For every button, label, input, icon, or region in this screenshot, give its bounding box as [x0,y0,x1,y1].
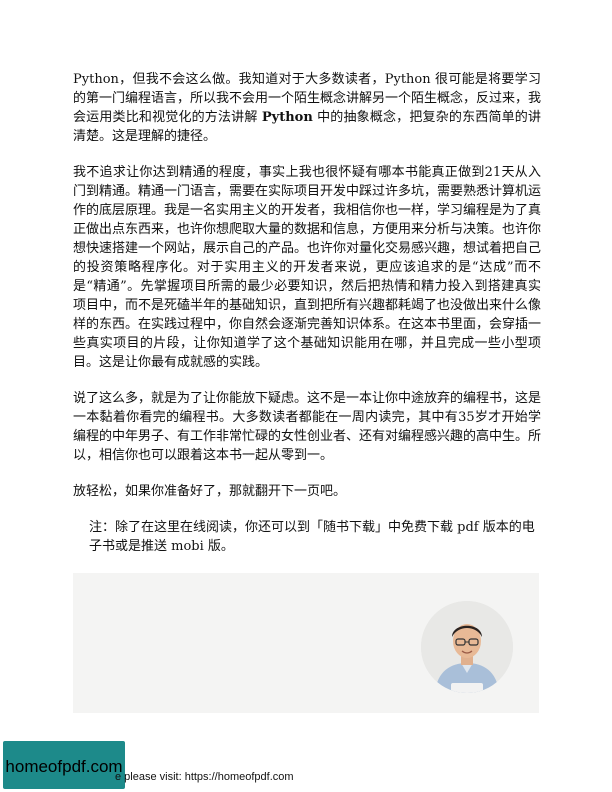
author-avatar [421,601,513,693]
paragraph-1-text-b: 中的抽象概念，把复杂的东西简单的讲清楚。这是理解的捷径。 [73,110,541,144]
paragraph-1-text-a: Python，但我不会这么做。我知道对于大多数读者，Python 很可能是将要学… [73,72,542,125]
page-body: Python，但我不会这么做。我知道对于大多数读者，Python 很可能是将要学… [73,70,541,556]
paragraph-4: 放轻松，如果你准备好了，那就翻开下一页吧。 [73,484,347,499]
paragraph-2: 我不追求让你达到精通的程度，事实上我也很怀疑有哪本书能真正做到21天从入门到精通… [73,165,542,370]
author-portrait-image [421,601,513,693]
paragraph-3: 说了这么多，就是为了让你能放下疑虑。这不是一本让你中途放弃的编程书，这是一本黏着… [73,391,542,463]
site-logo-graphic: homeofpdf.com [5,757,122,776]
svg-text:homeofpdf.com: homeofpdf.com [5,757,122,776]
download-note: 注：除了在这里在线阅读，你还可以到「随书下载」中免费下载 pdf 版本的电子书或… [89,520,535,554]
footer-visit-link[interactable]: e please visit: https://homeofpdf.com [115,771,294,783]
site-logo[interactable]: homeofpdf.com [3,741,125,789]
paragraph-1-bold: Python [261,110,313,125]
paragraph-1: Python，但我不会这么做。我知道对于大多数读者，Python 很可能是将要学… [73,70,541,146]
author-photo-area [73,573,539,713]
